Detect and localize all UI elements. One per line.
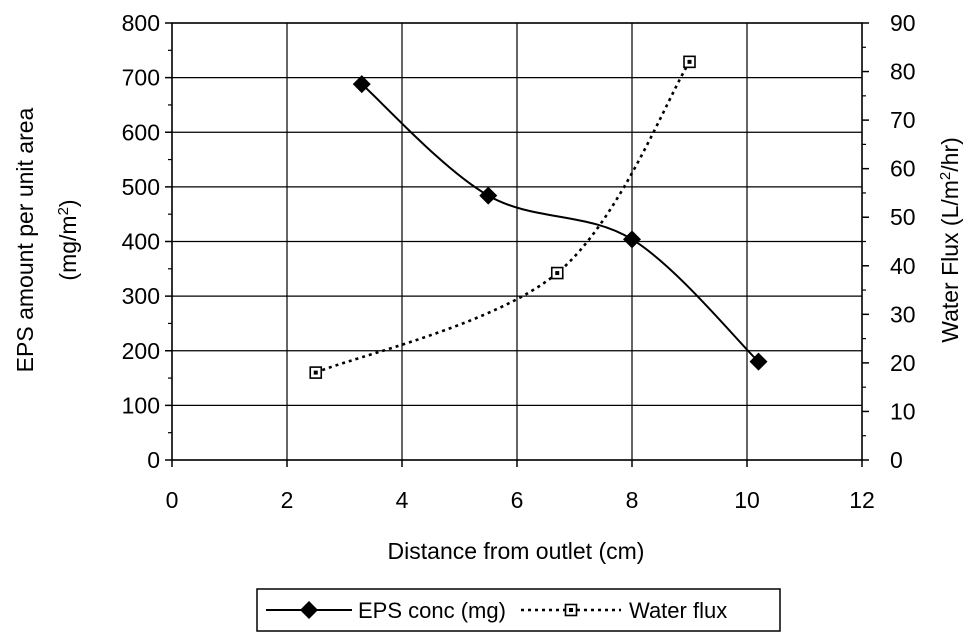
- right-tick-label: 0: [890, 447, 903, 473]
- right-axis-label-end: /hr): [937, 137, 963, 172]
- legend-label: Water flux: [629, 598, 727, 623]
- x-tick-label: 8: [626, 487, 639, 513]
- legend: EPS conc (mg) Water flux: [256, 588, 781, 632]
- left-tick-label: 0: [147, 447, 160, 473]
- right-axis-label-superscript: 2: [937, 172, 954, 180]
- data-point-diamond: [479, 186, 498, 205]
- right-tick-label: 60: [890, 156, 916, 182]
- right-tick-label: 90: [890, 10, 916, 36]
- right-y-axis: 0 10 20 30 40 50 60 70 80 90: [862, 10, 916, 473]
- left-axis-label-end: ): [55, 199, 81, 207]
- legend-label: EPS conc (mg): [358, 598, 506, 623]
- left-tick-label: 700: [122, 65, 160, 91]
- legend-item: Water flux: [521, 598, 727, 623]
- x-tick-label: 4: [396, 487, 409, 513]
- series-2: [309, 55, 696, 379]
- data-point-diamond: [352, 75, 371, 94]
- legend-marker-inner: [569, 608, 573, 612]
- left-tick-label: 100: [122, 392, 160, 418]
- left-tick-label: 300: [122, 283, 160, 309]
- left-tick-label: 600: [122, 119, 160, 145]
- x-tick-label: 0: [166, 487, 179, 513]
- left-y-axis: 0 100 200 300 400 500 600 700 800: [122, 10, 172, 473]
- right-tick-label: 80: [890, 59, 916, 85]
- left-axis-label-superscript: 2: [55, 207, 72, 215]
- gridlines: [171, 22, 863, 461]
- data-point-diamond: [749, 352, 768, 371]
- left-tick-label: 200: [122, 338, 160, 364]
- legend-marker: [300, 601, 318, 619]
- x-axis-label: Distance from outlet (cm): [388, 538, 645, 564]
- right-tick-label: 10: [890, 398, 916, 424]
- data-point-square-inner: [555, 271, 560, 276]
- x-tick-label: 12: [849, 487, 875, 513]
- data-point-square-inner: [313, 370, 318, 375]
- left-tick-label: 400: [122, 229, 160, 255]
- x-axis: 0 2 4 6 8 10 12: [166, 460, 875, 513]
- left-axis-label-line2: (mg/m2): [55, 199, 81, 280]
- right-tick-label: 50: [890, 204, 916, 230]
- x-tick-label: 2: [281, 487, 294, 513]
- x-tick-label: 10: [734, 487, 760, 513]
- left-axis-label-unit: (mg/m: [55, 215, 81, 280]
- right-tick-label: 20: [890, 350, 916, 376]
- data-point-diamond: [623, 230, 641, 249]
- series-1: [352, 75, 768, 371]
- right-tick-label: 70: [890, 107, 916, 133]
- right-tick-label: 30: [890, 301, 916, 327]
- series-layer: [309, 55, 768, 379]
- series-line: [315, 61, 691, 374]
- data-point-square-inner: [687, 59, 692, 64]
- right-axis-label: Water Flux (L/m2/hr): [937, 137, 963, 343]
- left-axis-label-line1: EPS amount per unit area: [12, 107, 38, 372]
- right-axis-label-base: Water Flux (L/m: [937, 180, 963, 343]
- left-tick-label: 500: [122, 174, 160, 200]
- left-tick-label: 800: [122, 10, 160, 36]
- x-tick-label: 6: [511, 487, 524, 513]
- series-line: [361, 83, 760, 363]
- right-tick-label: 40: [890, 253, 916, 279]
- legend-item: EPS conc (mg): [266, 598, 506, 623]
